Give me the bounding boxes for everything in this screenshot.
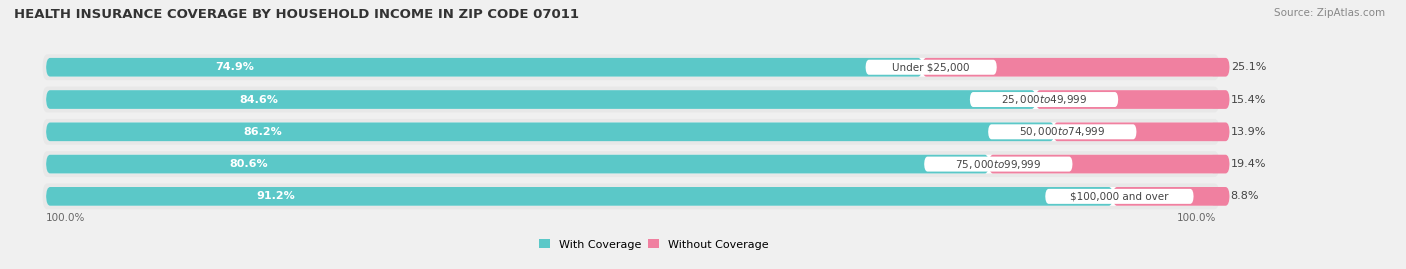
FancyBboxPatch shape: [1045, 189, 1194, 204]
Legend: With Coverage, Without Coverage: With Coverage, Without Coverage: [534, 235, 773, 254]
Text: 74.9%: 74.9%: [215, 62, 253, 72]
Text: 91.2%: 91.2%: [256, 191, 295, 201]
Text: Under $25,000: Under $25,000: [893, 62, 970, 72]
Text: $25,000 to $49,999: $25,000 to $49,999: [1001, 93, 1087, 106]
Text: Source: ZipAtlas.com: Source: ZipAtlas.com: [1274, 8, 1385, 18]
FancyBboxPatch shape: [866, 60, 997, 75]
Text: 86.2%: 86.2%: [243, 127, 283, 137]
FancyBboxPatch shape: [46, 90, 1036, 109]
Text: $50,000 to $74,999: $50,000 to $74,999: [1019, 125, 1105, 138]
FancyBboxPatch shape: [42, 87, 1219, 112]
FancyBboxPatch shape: [42, 119, 1219, 145]
FancyBboxPatch shape: [970, 92, 1118, 107]
FancyBboxPatch shape: [46, 155, 988, 174]
FancyBboxPatch shape: [1114, 187, 1230, 206]
FancyBboxPatch shape: [46, 58, 922, 77]
FancyBboxPatch shape: [1053, 122, 1230, 141]
Text: 84.6%: 84.6%: [239, 94, 278, 105]
FancyBboxPatch shape: [46, 58, 1216, 77]
Text: $75,000 to $99,999: $75,000 to $99,999: [955, 158, 1042, 171]
Text: 8.8%: 8.8%: [1230, 191, 1260, 201]
Text: 15.4%: 15.4%: [1230, 94, 1265, 105]
FancyBboxPatch shape: [46, 122, 1216, 141]
FancyBboxPatch shape: [46, 90, 1216, 109]
FancyBboxPatch shape: [924, 157, 1073, 172]
FancyBboxPatch shape: [988, 155, 1230, 174]
FancyBboxPatch shape: [988, 124, 1136, 139]
FancyBboxPatch shape: [46, 187, 1114, 206]
Text: 80.6%: 80.6%: [229, 159, 269, 169]
FancyBboxPatch shape: [42, 54, 1219, 80]
Text: 19.4%: 19.4%: [1230, 159, 1267, 169]
FancyBboxPatch shape: [46, 122, 1054, 141]
Text: 25.1%: 25.1%: [1230, 62, 1265, 72]
Text: 100.0%: 100.0%: [46, 213, 86, 223]
Text: $100,000 and over: $100,000 and over: [1070, 191, 1168, 201]
FancyBboxPatch shape: [1036, 90, 1230, 109]
FancyBboxPatch shape: [42, 151, 1219, 177]
FancyBboxPatch shape: [46, 187, 1216, 206]
Text: 100.0%: 100.0%: [1177, 213, 1216, 223]
FancyBboxPatch shape: [42, 183, 1219, 209]
Text: HEALTH INSURANCE COVERAGE BY HOUSEHOLD INCOME IN ZIP CODE 07011: HEALTH INSURANCE COVERAGE BY HOUSEHOLD I…: [14, 8, 579, 21]
FancyBboxPatch shape: [922, 58, 1230, 77]
FancyBboxPatch shape: [46, 155, 1216, 174]
Text: 13.9%: 13.9%: [1230, 127, 1265, 137]
